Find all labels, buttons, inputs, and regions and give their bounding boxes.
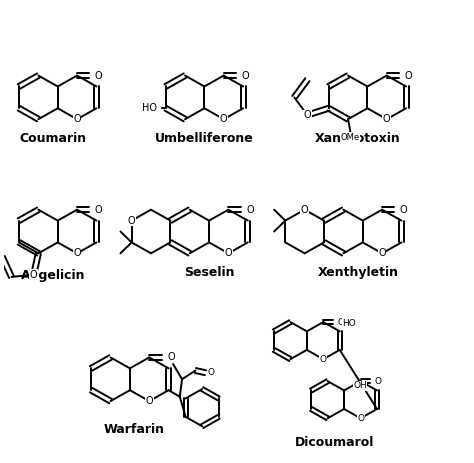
Text: O: O [128,216,136,225]
Text: O: O [146,396,153,406]
Text: Seselin: Seselin [184,266,234,279]
Text: Coumarin: Coumarin [19,132,87,145]
Text: Xanthotoxin: Xanthotoxin [315,132,401,145]
Text: O: O [73,114,81,124]
Text: Xenthyletin: Xenthyletin [318,266,399,279]
Text: OMe: OMe [341,133,360,142]
Text: O: O [73,248,81,258]
Text: Dicoumarol: Dicoumarol [295,436,374,449]
Text: O: O [246,205,254,215]
Text: O: O [400,205,408,215]
Text: O: O [378,248,386,258]
Text: O: O [320,355,327,363]
Text: Umbelliferone: Umbelliferone [155,132,254,145]
Text: O: O [383,114,391,124]
Text: O: O [220,114,228,124]
Text: O: O [405,70,412,81]
Text: O: O [208,368,215,377]
Text: O: O [225,248,232,258]
Text: O: O [337,318,345,326]
Text: Warfarin: Warfarin [104,423,165,436]
Text: O: O [375,377,382,386]
Text: HO: HO [142,103,157,113]
Text: Angelicin: Angelicin [21,269,85,282]
Text: OH: OH [353,382,367,390]
Text: O: O [242,70,249,81]
Text: O: O [95,205,102,215]
Text: O: O [30,269,37,280]
Text: O: O [304,110,311,120]
Text: O: O [301,205,309,215]
Text: O: O [167,352,175,363]
Text: O: O [95,70,102,81]
Text: O: O [357,414,364,423]
Text: HO: HO [342,319,356,328]
